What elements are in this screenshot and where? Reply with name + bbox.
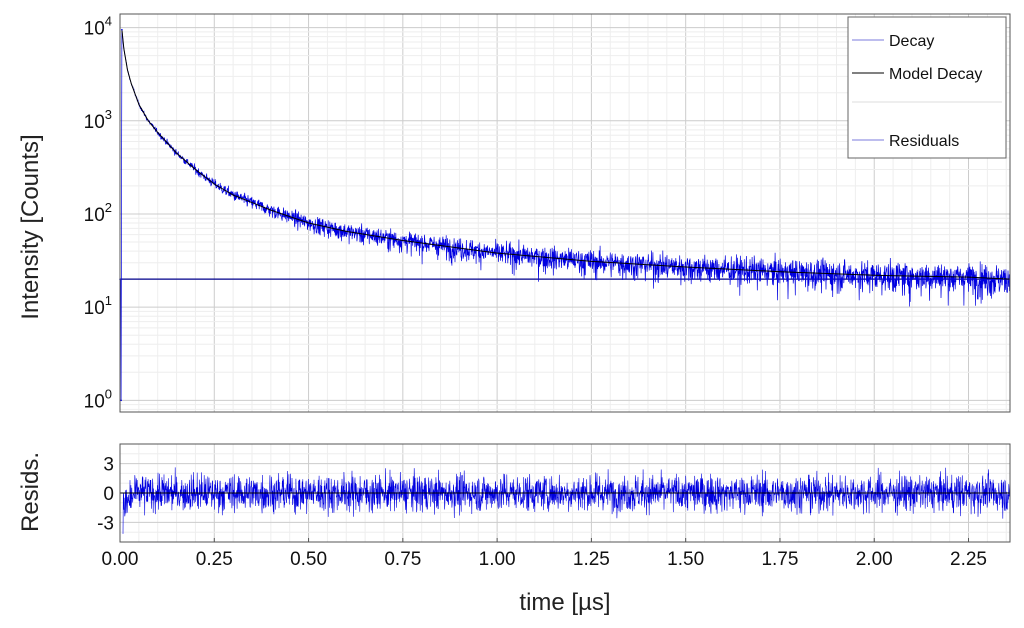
- y-tick-label: 103: [84, 107, 112, 133]
- residuals-series: [120, 467, 1011, 534]
- legend-label-model-decay: Model Decay: [889, 66, 982, 83]
- legend-label-decay: Decay: [889, 33, 934, 50]
- residual-y-tick-label: 3: [103, 455, 114, 476]
- residuals-y-ticks: -3 0 3: [97, 455, 114, 535]
- residual-y-tick-label: 0: [103, 484, 114, 505]
- x-tick-label: 2.25: [950, 549, 987, 570]
- residual-y-tick-label: -3: [97, 513, 114, 534]
- y-tick-label: 102: [84, 200, 112, 226]
- y-tick-label: 101: [84, 293, 112, 319]
- decay-point: [120, 399, 122, 402]
- model-decay-line: [121, 29, 1011, 280]
- decay-series: [119, 28, 1011, 402]
- x-tick-label: 1.50: [667, 549, 704, 570]
- x-axis-label: time [µs]: [519, 589, 610, 616]
- x-tick-label: 1.00: [479, 549, 516, 570]
- x-tick-label: 2.00: [856, 549, 893, 570]
- x-tick-label: 0.25: [196, 549, 233, 570]
- y-axis-label-intensity: Intensity [Counts]: [17, 134, 44, 319]
- decay-line: [120, 29, 1011, 401]
- x-tick-label: 1.75: [761, 549, 798, 570]
- x-tick-label: 0.75: [384, 549, 421, 570]
- x-ticks: 0.00 0.25 0.50 0.75 1.00 1.25 1.50 1.75 2.00 2.25: [102, 538, 987, 570]
- residuals-plot-frame: [119, 443, 1011, 543]
- y-tick-label: 104: [84, 14, 112, 40]
- legend-box: [847, 16, 1007, 159]
- y-tick-label: 100: [84, 386, 112, 412]
- y-axis-label-residuals: Resids.: [17, 452, 44, 532]
- x-tick-label: 0.50: [290, 549, 327, 570]
- decay-point: [121, 28, 123, 31]
- residuals-line: [122, 467, 1011, 534]
- legend-label-residuals: Residuals: [889, 133, 959, 150]
- x-tick-label: 1.25: [573, 549, 610, 570]
- decay-plot-frame: [119, 13, 1011, 413]
- decay-y-ticks: 100 101 102 103 104: [84, 14, 112, 413]
- x-tick-label: 0.00: [102, 549, 139, 570]
- legend: Decay Model Decay Residuals: [847, 16, 1007, 159]
